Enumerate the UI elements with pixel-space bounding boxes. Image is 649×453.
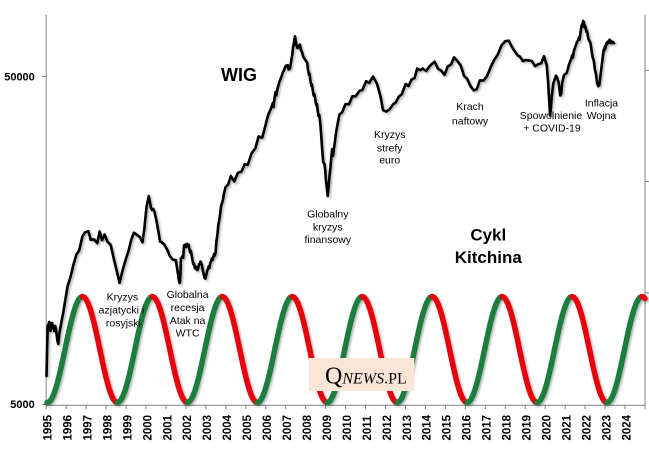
svg-text:2020: 2020 [542,415,554,441]
svg-text:2018: 2018 [502,414,514,440]
svg-text:Kitchina: Kitchina [455,248,523,267]
svg-text:2004: 2004 [222,414,234,440]
svg-text:2006: 2006 [262,415,274,441]
svg-text:recesja: recesja [171,302,205,314]
svg-text:2003: 2003 [202,415,214,441]
svg-text:50000: 50000 [4,71,35,83]
svg-text:1998: 1998 [102,414,114,440]
svg-text:2015: 2015 [442,414,454,440]
svg-text:rosyjski: rosyjski [106,318,141,330]
svg-text:2007: 2007 [282,415,294,441]
svg-text:2012: 2012 [382,415,394,441]
svg-text:1995: 1995 [43,414,55,440]
svg-text:WTC: WTC [176,328,200,340]
svg-text:Kryzys: Kryzys [107,292,139,304]
svg-text:2016: 2016 [462,415,474,441]
svg-text:5000: 5000 [10,399,34,411]
svg-text:2024: 2024 [621,414,633,440]
svg-text:Inflacja: Inflacja [585,98,618,110]
svg-text:Krach: Krach [456,101,484,113]
svg-text:2022: 2022 [581,415,593,441]
svg-text:finansowy: finansowy [304,234,351,246]
svg-text:+ COVID-19: + COVID-19 [523,123,581,135]
svg-text:2010: 2010 [342,415,354,441]
svg-text:Wojna: Wojna [587,110,617,122]
svg-text:Globalny: Globalny [307,209,349,221]
svg-text:2017: 2017 [482,415,494,441]
svg-text:strefy: strefy [377,143,403,155]
svg-text:2013: 2013 [402,415,414,441]
svg-text:2019: 2019 [522,415,534,441]
svg-text:2023: 2023 [601,415,613,441]
svg-text:Cykl: Cykl [470,225,506,244]
svg-text:QNEWS.PL: QNEWS.PL [325,364,407,390]
svg-text:kryzys: kryzys [313,222,343,234]
svg-text:2009: 2009 [322,415,334,441]
svg-text:2001: 2001 [162,414,174,440]
svg-text:WIG: WIG [221,65,257,85]
svg-text:1997: 1997 [82,415,94,441]
svg-text:2021: 2021 [561,414,573,440]
svg-text:2002: 2002 [182,415,194,441]
svg-text:Kryzys: Kryzys [374,129,406,141]
svg-text:naftowy: naftowy [452,115,489,127]
svg-text:2005: 2005 [242,414,254,440]
svg-text:2008: 2008 [302,414,314,440]
svg-text:Spowolnienie: Spowolnienie [520,110,583,122]
svg-text:1996: 1996 [62,415,74,441]
svg-text:Globalna: Globalna [167,289,209,301]
svg-text:Atak na: Atak na [170,315,206,327]
svg-text:2011: 2011 [362,415,374,441]
svg-text:2000: 2000 [142,415,154,441]
svg-text:1999: 1999 [122,415,134,441]
svg-text:2014: 2014 [422,414,434,440]
svg-text:euro: euro [379,155,400,167]
svg-text:azjatycki i: azjatycki i [99,305,145,317]
